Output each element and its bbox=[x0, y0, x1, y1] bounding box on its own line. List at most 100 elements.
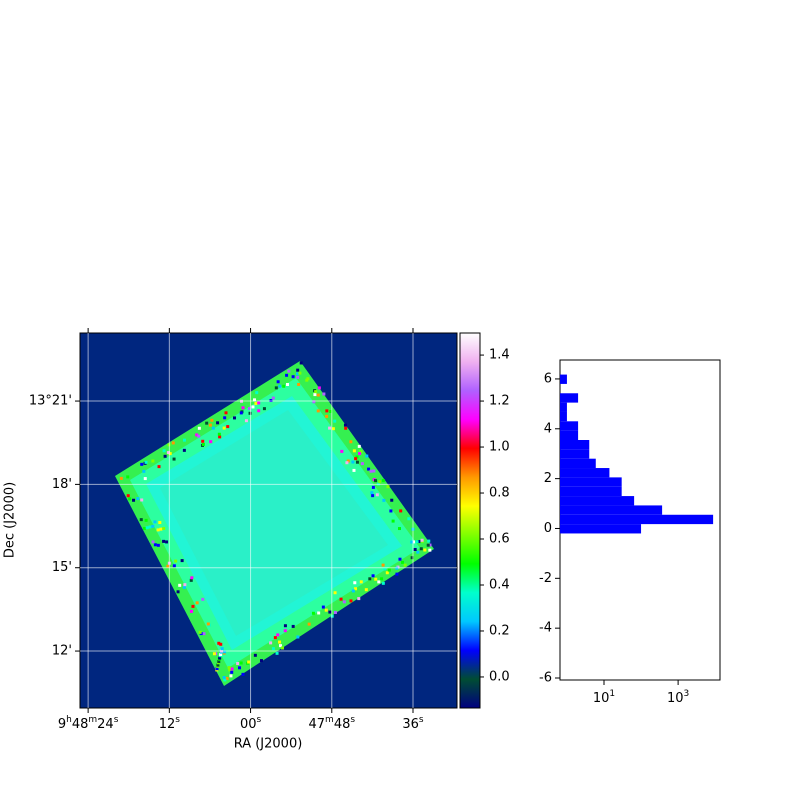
speckle-pixel bbox=[357, 597, 361, 601]
x-tick-label: 12s bbox=[159, 715, 181, 732]
speckle-pixel bbox=[316, 409, 320, 413]
speckle-pixel bbox=[370, 491, 374, 495]
speckle-pixel bbox=[275, 651, 279, 655]
speckle-pixel bbox=[228, 668, 232, 672]
speckle-pixel bbox=[172, 457, 176, 461]
x-tick-label: 47m48s bbox=[308, 715, 355, 732]
speckle-pixel bbox=[382, 498, 386, 502]
speckle-pixel bbox=[201, 442, 205, 446]
speckle-pixel bbox=[128, 497, 132, 501]
colorbar-tick-label: 0.0 bbox=[489, 669, 510, 684]
speckle-pixel bbox=[342, 600, 346, 604]
speckle-pixel bbox=[381, 563, 385, 567]
speckle-pixel bbox=[297, 382, 301, 386]
speckle-pixel bbox=[198, 630, 202, 634]
speckle-pixel bbox=[218, 656, 222, 660]
speckle-pixel bbox=[374, 479, 378, 483]
speckle-pixel bbox=[420, 538, 424, 542]
speckle-pixel bbox=[369, 469, 373, 473]
speckle-pixel bbox=[349, 440, 353, 444]
speckle-pixel bbox=[190, 576, 194, 580]
speckle-pixel bbox=[210, 418, 214, 422]
speckle-pixel bbox=[333, 591, 337, 595]
speckle-pixel bbox=[151, 540, 155, 544]
speckle-pixel bbox=[223, 416, 227, 420]
speckle-pixel bbox=[144, 518, 148, 522]
speckle-pixel bbox=[324, 608, 328, 612]
speckle-pixel bbox=[220, 647, 224, 651]
speckle-pixel bbox=[313, 393, 317, 397]
speckle-pixel bbox=[182, 438, 186, 442]
speckle-pixel bbox=[156, 543, 160, 547]
speckle-pixel bbox=[340, 449, 344, 453]
hist-bar bbox=[560, 468, 610, 478]
speckle-pixel bbox=[427, 539, 431, 543]
speckle-pixel bbox=[344, 426, 348, 430]
colorbar-frame bbox=[459, 332, 481, 709]
hist-bar bbox=[560, 449, 590, 459]
speckle-pixel bbox=[333, 610, 337, 614]
speckle-pixel bbox=[416, 550, 420, 554]
speckle-pixel bbox=[208, 423, 212, 427]
speckle-pixel bbox=[271, 647, 275, 651]
speckle-pixel bbox=[182, 448, 186, 452]
speckle-pixel bbox=[343, 423, 347, 427]
speckle-pixel bbox=[371, 494, 375, 498]
speckle-pixel bbox=[257, 401, 261, 405]
speckle-pixel bbox=[280, 646, 284, 650]
speckle-pixel bbox=[383, 567, 387, 571]
speckle-pixel bbox=[325, 414, 329, 418]
speckle-pixel bbox=[385, 571, 389, 575]
image-center bbox=[160, 410, 388, 636]
y-tick-label: 4 bbox=[544, 421, 552, 436]
speckle-pixel bbox=[299, 361, 303, 365]
speckle-pixel bbox=[183, 583, 187, 587]
speckle-pixel bbox=[428, 543, 432, 547]
speckle-pixel bbox=[397, 527, 401, 531]
x-tick-label: 36s bbox=[402, 715, 424, 732]
speckle-pixel bbox=[296, 635, 300, 639]
speckle-pixel bbox=[345, 461, 349, 465]
speckle-pixel bbox=[162, 539, 166, 543]
speckle-pixel bbox=[219, 642, 223, 646]
speckle-pixel bbox=[316, 393, 320, 397]
x-tick-label: 10^3 bbox=[667, 689, 689, 706]
speckle-pixel bbox=[140, 498, 144, 502]
speckle-pixel bbox=[415, 540, 419, 544]
speckle-pixel bbox=[381, 479, 385, 483]
speckle-pixel bbox=[357, 444, 361, 448]
speckle-pixel bbox=[374, 577, 378, 581]
hist-bar bbox=[560, 458, 596, 469]
speckle-pixel bbox=[238, 666, 242, 670]
speckle-pixel bbox=[296, 375, 300, 379]
speckle-pixel bbox=[140, 462, 144, 466]
speckle-pixel bbox=[283, 629, 287, 633]
speckle-pixel bbox=[349, 599, 353, 603]
speckle-pixel bbox=[389, 509, 393, 513]
speckle-pixel bbox=[371, 485, 375, 489]
speckle-pixel bbox=[222, 676, 226, 680]
speckle-pixel bbox=[171, 441, 175, 445]
speckle-pixel bbox=[283, 624, 287, 628]
speckle-pixel bbox=[168, 452, 172, 456]
speckle-pixel bbox=[329, 409, 333, 413]
speckle-pixel bbox=[307, 622, 311, 626]
speckle-pixel bbox=[178, 583, 182, 587]
speckle-pixel bbox=[419, 547, 423, 551]
speckle-pixel bbox=[229, 674, 233, 678]
speckle-pixel bbox=[230, 670, 234, 674]
speckle-pixel bbox=[236, 662, 240, 666]
speckle-pixel bbox=[259, 659, 263, 663]
speckle-pixel bbox=[216, 663, 220, 667]
speckle-pixel bbox=[252, 398, 256, 402]
colorbar-tick-label: 0.4 bbox=[489, 577, 510, 592]
y-tick-label: 13°21' bbox=[29, 394, 72, 409]
speckle-pixel bbox=[226, 425, 230, 429]
hist-bar bbox=[560, 514, 714, 525]
x-axis-label: RA (J2000) bbox=[234, 737, 303, 752]
speckle-pixel bbox=[189, 609, 193, 613]
speckle-pixel bbox=[217, 660, 221, 664]
speckle-pixel bbox=[381, 581, 385, 585]
speckle-pixel bbox=[262, 407, 266, 411]
